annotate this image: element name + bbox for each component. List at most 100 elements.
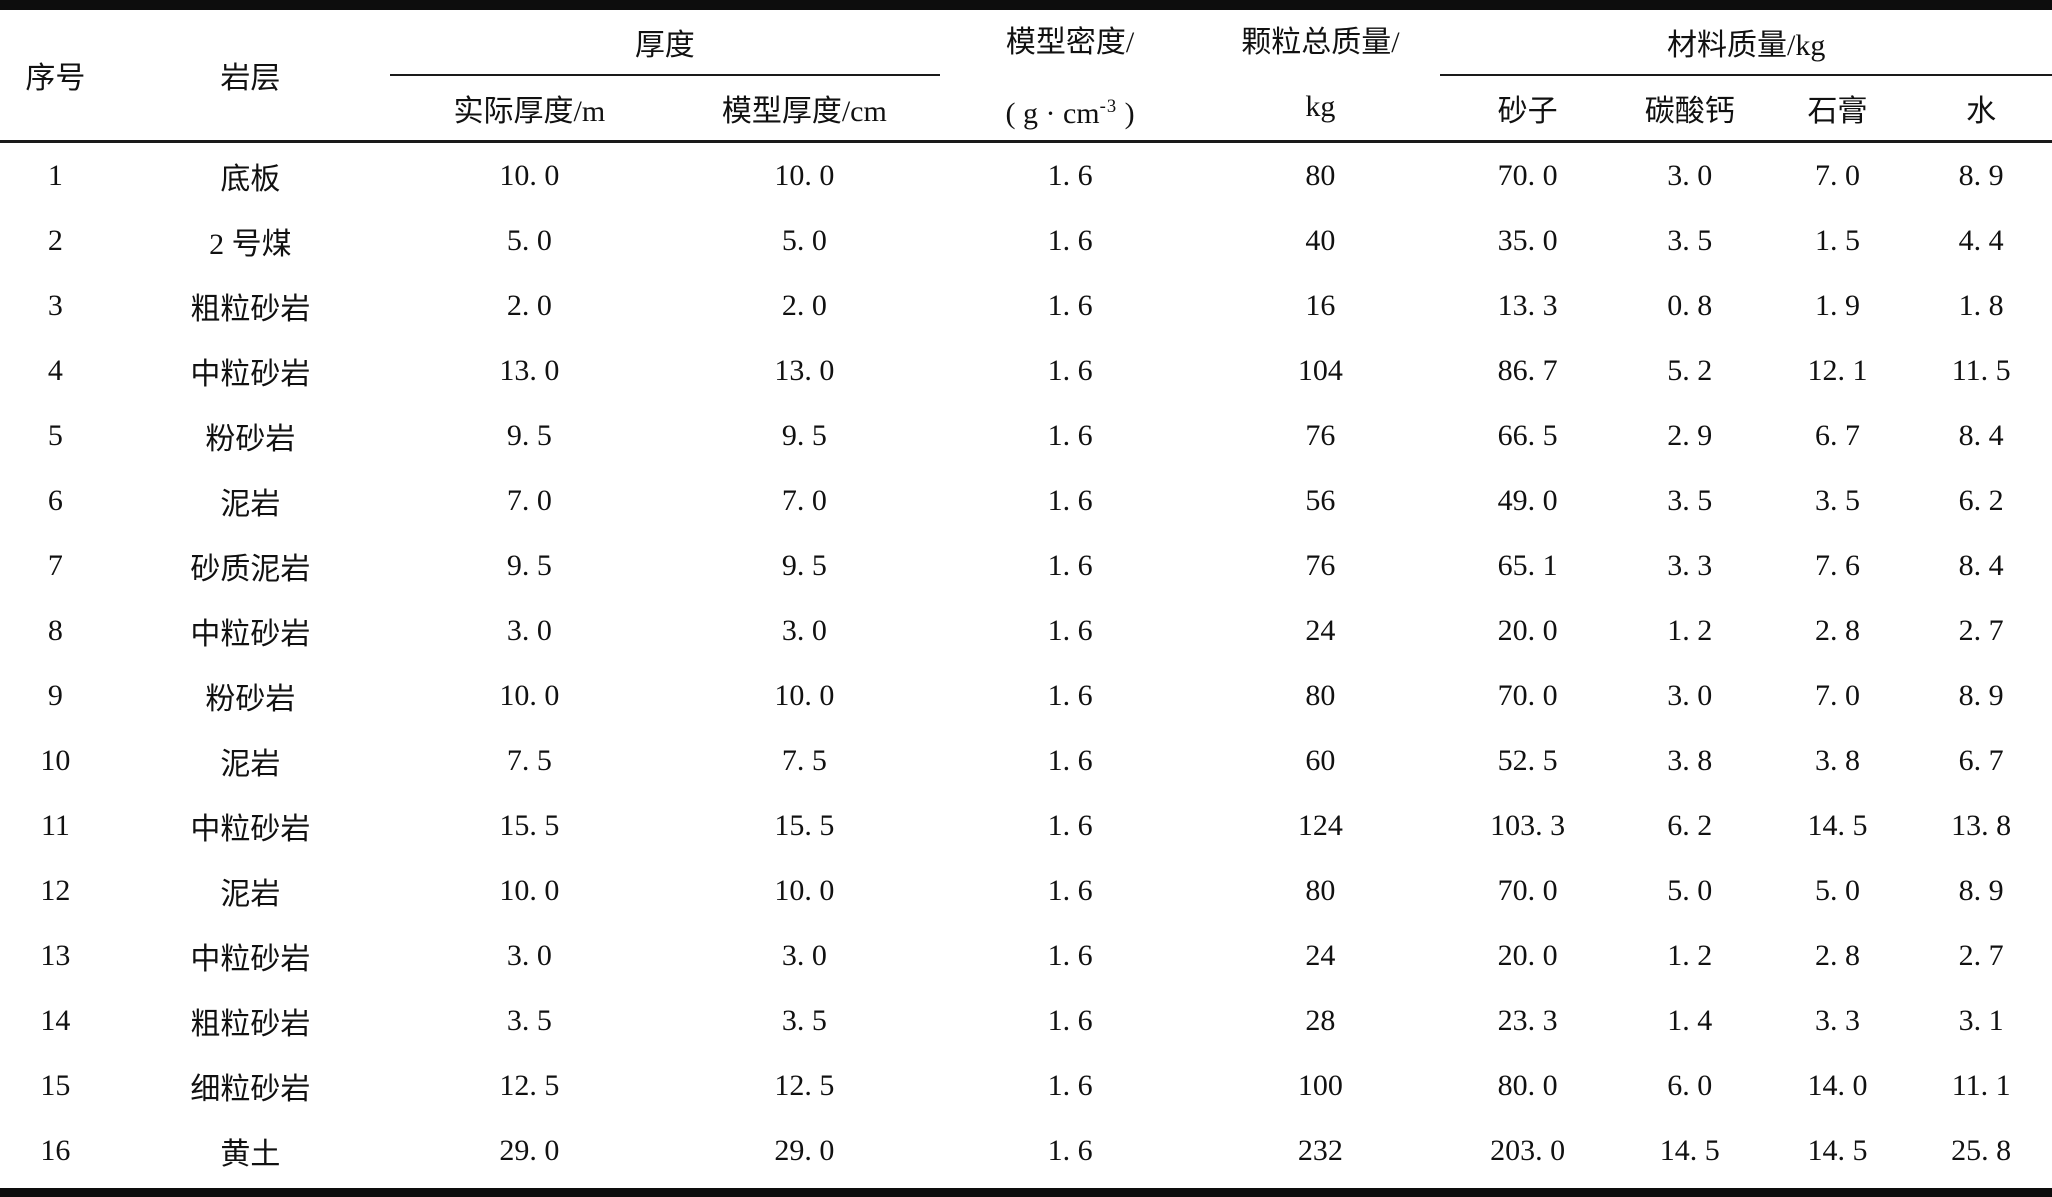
table-row: 2 2 号煤 5. 0 5. 0 1. 6 40 35. 0 3. 5 1. 5 4. 4: [0, 208, 2052, 273]
table-row: 5 粉砂岩 9. 5 9. 5 1. 6 76 66. 5 2. 9 6. 7 8. 4: [0, 403, 2052, 468]
cell-index: 6: [47, 483, 63, 517]
cell-model-thickness: 5. 0: [781, 223, 827, 257]
cell-rock-layer: 粗粒砂岩: [190, 1007, 311, 1041]
cell-calcium-carbonate: 0. 8: [1667, 288, 1713, 322]
col-header-total-particle-mass: 颗粒总质量/ kg: [1200, 10, 1440, 142]
model-density-label: 模型密度/: [1005, 26, 1135, 59]
cell-rock-layer: 2 号煤: [209, 227, 292, 261]
cell-model-thickness: 10. 0: [774, 158, 835, 192]
table-row: 9 粉砂岩 10. 0 10. 0 1. 6 80 70. 0 3. 0 7. 0 8. 9: [0, 663, 2052, 728]
cell-model-thickness: 3. 5: [781, 1003, 827, 1037]
cell-total-particle-mass: 124: [1297, 808, 1343, 842]
cell-total-particle-mass: 76: [1305, 418, 1336, 452]
table-row: 12 泥岩 10. 0 10. 0 1. 6 80 70. 0 5. 0 5. 0 8. 9: [0, 858, 2052, 923]
cell-sand: 80. 0: [1497, 1068, 1558, 1102]
cell-gypsum: 2. 8: [1814, 938, 1860, 972]
col-header-model-thickness: 模型厚度/cm: [721, 95, 887, 128]
cell-sand: 66. 5: [1497, 418, 1558, 452]
cell-rock-layer: 粉砂岩: [205, 682, 296, 716]
cell-model-density: 1. 6: [1047, 418, 1093, 452]
cell-model-density: 1. 6: [1047, 808, 1093, 842]
cell-gypsum: 7. 0: [1814, 678, 1860, 712]
cell-calcium-carbonate: 5. 0: [1667, 873, 1713, 907]
cell-index: 9: [47, 678, 63, 712]
cell-actual-thickness: 15. 5: [499, 808, 560, 842]
cell-calcium-carbonate: 3. 8: [1667, 743, 1713, 777]
cell-water: 11. 5: [1951, 353, 2011, 387]
table-row: 15 细粒砂岩 12. 5 12. 5 1. 6 100 80. 0 6. 0 14. 0 11.…: [0, 1053, 2052, 1118]
table-row: 16 黄土 29. 0 29. 0 1. 6 232 203. 0 14. 5 14. 5 25.…: [0, 1118, 2052, 1183]
cell-water: 25. 8: [1951, 1133, 2012, 1167]
cell-sand: 70. 0: [1497, 873, 1558, 907]
cell-total-particle-mass: 80: [1305, 678, 1336, 712]
cell-gypsum: 14. 5: [1807, 808, 1868, 842]
cell-model-density: 1. 6: [1047, 1068, 1093, 1102]
table-row: 7 砂质泥岩 9. 5 9. 5 1. 6 76 65. 1 3. 3 7. 6 8. 4: [0, 533, 2052, 598]
cell-model-density: 1. 6: [1047, 1133, 1093, 1167]
cell-actual-thickness: 5. 0: [506, 223, 552, 257]
cell-calcium-carbonate: 5. 2: [1667, 353, 1713, 387]
rock-layer-material-table: 序号 岩层 厚度 模型密度/ ( g · cm-3 ) 颗粒总质量/ kg 材料…: [0, 10, 2052, 1183]
table-row: 13 中粒砂岩 3. 0 3. 0 1. 6 24 20. 0 1. 2 2. 8 2. 7: [0, 923, 2052, 988]
cell-actual-thickness: 10. 0: [499, 158, 560, 192]
cell-model-density: 1. 6: [1047, 1003, 1093, 1037]
cell-rock-layer: 粉砂岩: [205, 422, 296, 456]
cell-index: 8: [47, 613, 63, 647]
cell-total-particle-mass: 28: [1305, 1003, 1336, 1037]
cell-gypsum: 5. 0: [1814, 873, 1860, 907]
cell-calcium-carbonate: 3. 5: [1667, 483, 1713, 517]
col-header-rock-layer: 岩层: [220, 62, 281, 95]
cell-total-particle-mass: 80: [1305, 873, 1336, 907]
cell-sand: 52. 5: [1497, 743, 1558, 777]
cell-total-particle-mass: 104: [1297, 353, 1343, 387]
cell-water: 6. 2: [1958, 483, 2004, 517]
col-header-model-density: 模型密度/ ( g · cm-3 ): [940, 10, 1201, 142]
cell-water: 13. 8: [1951, 808, 2012, 842]
cell-model-thickness: 9. 5: [781, 418, 827, 452]
col-header-calcium-carbonate: 碳酸钙: [1644, 95, 1735, 128]
cell-index: 3: [47, 288, 63, 322]
col-header-sand: 砂子: [1497, 95, 1558, 128]
cell-model-density: 1. 6: [1047, 613, 1093, 647]
cell-index: 14: [40, 1003, 71, 1037]
cell-model-thickness: 3. 0: [781, 613, 827, 647]
cell-gypsum: 6. 7: [1814, 418, 1860, 452]
cell-actual-thickness: 12. 5: [499, 1068, 560, 1102]
cell-gypsum: 1. 9: [1814, 288, 1860, 322]
cell-sand: 86. 7: [1497, 353, 1558, 387]
cell-model-thickness: 10. 0: [774, 678, 835, 712]
cell-rock-layer: 泥岩: [220, 487, 281, 521]
cell-water: 8. 9: [1958, 873, 2004, 907]
cell-model-thickness: 7. 0: [781, 483, 827, 517]
cell-model-thickness: 3. 0: [781, 938, 827, 972]
cell-calcium-carbonate: 1. 2: [1667, 613, 1713, 647]
cell-actual-thickness: 2. 0: [506, 288, 552, 322]
cell-index: 5: [47, 418, 63, 452]
cell-rock-layer: 中粒砂岩: [190, 357, 311, 391]
total-particle-mass-label: 颗粒总质量/: [1241, 26, 1400, 59]
cell-model-density: 1. 6: [1047, 548, 1093, 582]
cell-rock-layer: 中粒砂岩: [190, 617, 311, 651]
cell-sand: 70. 0: [1497, 158, 1558, 192]
cell-total-particle-mass: 24: [1305, 938, 1336, 972]
cell-actual-thickness: 7. 5: [506, 743, 552, 777]
cell-index: 11: [40, 808, 70, 842]
cell-calcium-carbonate: 3. 0: [1667, 678, 1713, 712]
cell-calcium-carbonate: 6. 0: [1667, 1068, 1713, 1102]
cell-index: 12: [40, 873, 71, 907]
cell-model-thickness: 10. 0: [774, 873, 835, 907]
col-group-material-mass: 材料质量/kg: [1440, 10, 2052, 76]
cell-model-thickness: 9. 5: [781, 548, 827, 582]
cell-gypsum: 14. 0: [1807, 1068, 1868, 1102]
cell-calcium-carbonate: 1. 2: [1667, 938, 1713, 972]
cell-actual-thickness: 9. 5: [506, 418, 552, 452]
cell-water: 6. 7: [1958, 743, 2004, 777]
cell-total-particle-mass: 56: [1305, 483, 1336, 517]
cell-index: 15: [40, 1068, 71, 1102]
table-body: 1 底板 10. 0 10. 0 1. 6 80 70. 0 3. 0 7. 0 8. 9 2 2 号…: [0, 142, 2052, 1184]
cell-model-thickness: 2. 0: [781, 288, 827, 322]
cell-sand: 103. 3: [1490, 808, 1566, 842]
cell-actual-thickness: 10. 0: [499, 873, 560, 907]
col-header-index: 序号: [25, 62, 86, 95]
